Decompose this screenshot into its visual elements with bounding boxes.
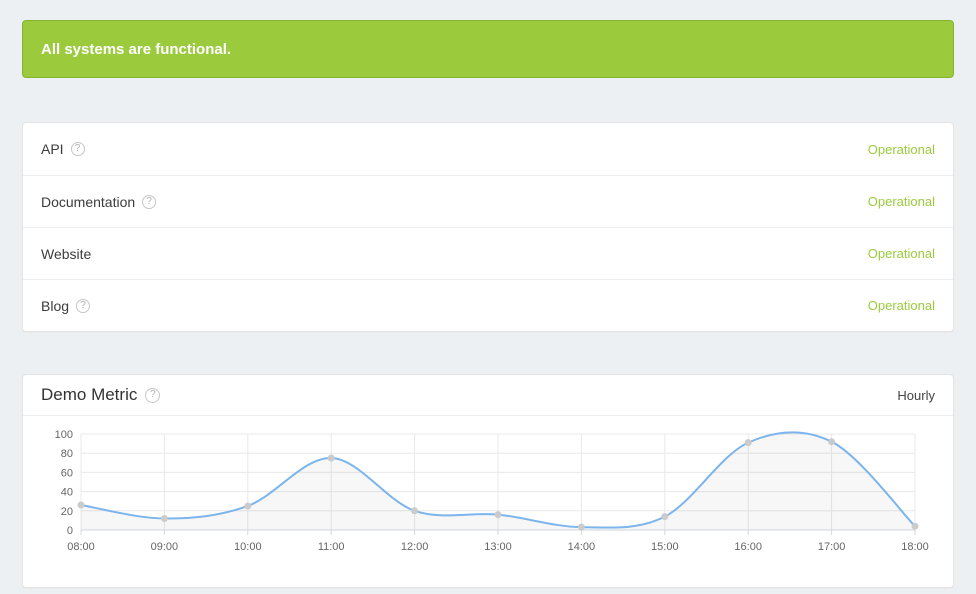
data-point-marker: [828, 438, 836, 446]
metric-area-fill: [81, 432, 915, 530]
service-name-wrap: API?: [41, 141, 85, 157]
metric-header: Demo Metric ? Hourly: [23, 375, 953, 416]
service-name-wrap: Documentation?: [41, 193, 157, 210]
service-status-badge: Operational: [867, 298, 935, 313]
help-icon[interactable]: ?: [70, 142, 85, 156]
service-name: Documentation: [41, 193, 136, 210]
x-axis-label: 18:00: [901, 541, 929, 553]
y-axis-label: 0: [67, 525, 73, 537]
service-row: API? Operational: [23, 123, 953, 175]
service-name: API: [41, 141, 64, 157]
status-banner: All systems are functional.: [22, 20, 954, 78]
y-axis-label: 20: [61, 506, 73, 518]
y-axis-label: 80: [61, 448, 73, 460]
service-status-badge: Operational: [867, 141, 935, 157]
x-axis-label: 09:00: [151, 541, 179, 553]
metric-title: Demo Metric: [41, 385, 138, 404]
data-point-marker: [911, 522, 919, 530]
service-status-badge: Operational: [867, 194, 935, 209]
data-point-marker: [661, 513, 669, 521]
metric-card: Demo Metric ? Hourly 08:00 09:00 10:00 11:0…: [22, 374, 954, 588]
x-axis-label: 14:00: [568, 541, 596, 553]
services-card: API? Operational Documentation? Operational…: [22, 122, 954, 332]
data-point-marker: [744, 439, 752, 447]
metric-chart-body: 08:00 09:00 10:00 11:00 12:00 13:00 14:00 15:00…: [23, 416, 953, 587]
data-point-marker: [77, 501, 85, 509]
x-axis-label: 13:00: [484, 541, 512, 553]
x-axis-label: 17:00: [818, 541, 846, 553]
metric-period-label: Hourly: [897, 387, 935, 403]
metric-line-chart: 08:00 09:00 10:00 11:00 12:00 13:00 14:00 15:00…: [55, 429, 929, 553]
x-axis-label: 08:00: [67, 541, 95, 553]
service-name: Website: [41, 245, 92, 262]
service-name-wrap: Website: [41, 246, 91, 262]
service-status-badge: Operational: [867, 246, 935, 261]
data-point-marker: [494, 511, 502, 519]
x-axis-label: 16:00: [734, 541, 762, 553]
service-name-wrap: Blog?: [41, 297, 91, 314]
data-point-marker: [577, 523, 585, 531]
y-axis-label: 60: [61, 467, 73, 479]
x-axis-label: 10:00: [234, 541, 262, 553]
data-point-marker: [327, 454, 335, 462]
y-axis-label: 100: [55, 429, 73, 441]
help-icon[interactable]: ?: [76, 298, 91, 313]
data-point-marker: [160, 515, 168, 522]
service-name: Blog: [41, 297, 70, 314]
service-row: Documentation? Operational: [23, 175, 953, 227]
service-row: Blog? Operational: [23, 279, 953, 331]
help-icon[interactable]: ?: [145, 387, 161, 403]
metric-title-wrap: Demo Metric ?: [41, 385, 161, 405]
data-point-marker: [411, 507, 419, 515]
x-axis-label: 15:00: [651, 541, 679, 553]
data-point-marker: [244, 502, 252, 510]
x-axis-label: 11:00: [318, 541, 345, 553]
x-axis-label: 12:00: [401, 541, 429, 553]
help-icon[interactable]: ?: [142, 194, 157, 209]
y-axis-label: 40: [61, 487, 73, 499]
service-row: Website Operational: [23, 227, 953, 279]
status-banner-text: All systems are functional.: [41, 40, 232, 58]
